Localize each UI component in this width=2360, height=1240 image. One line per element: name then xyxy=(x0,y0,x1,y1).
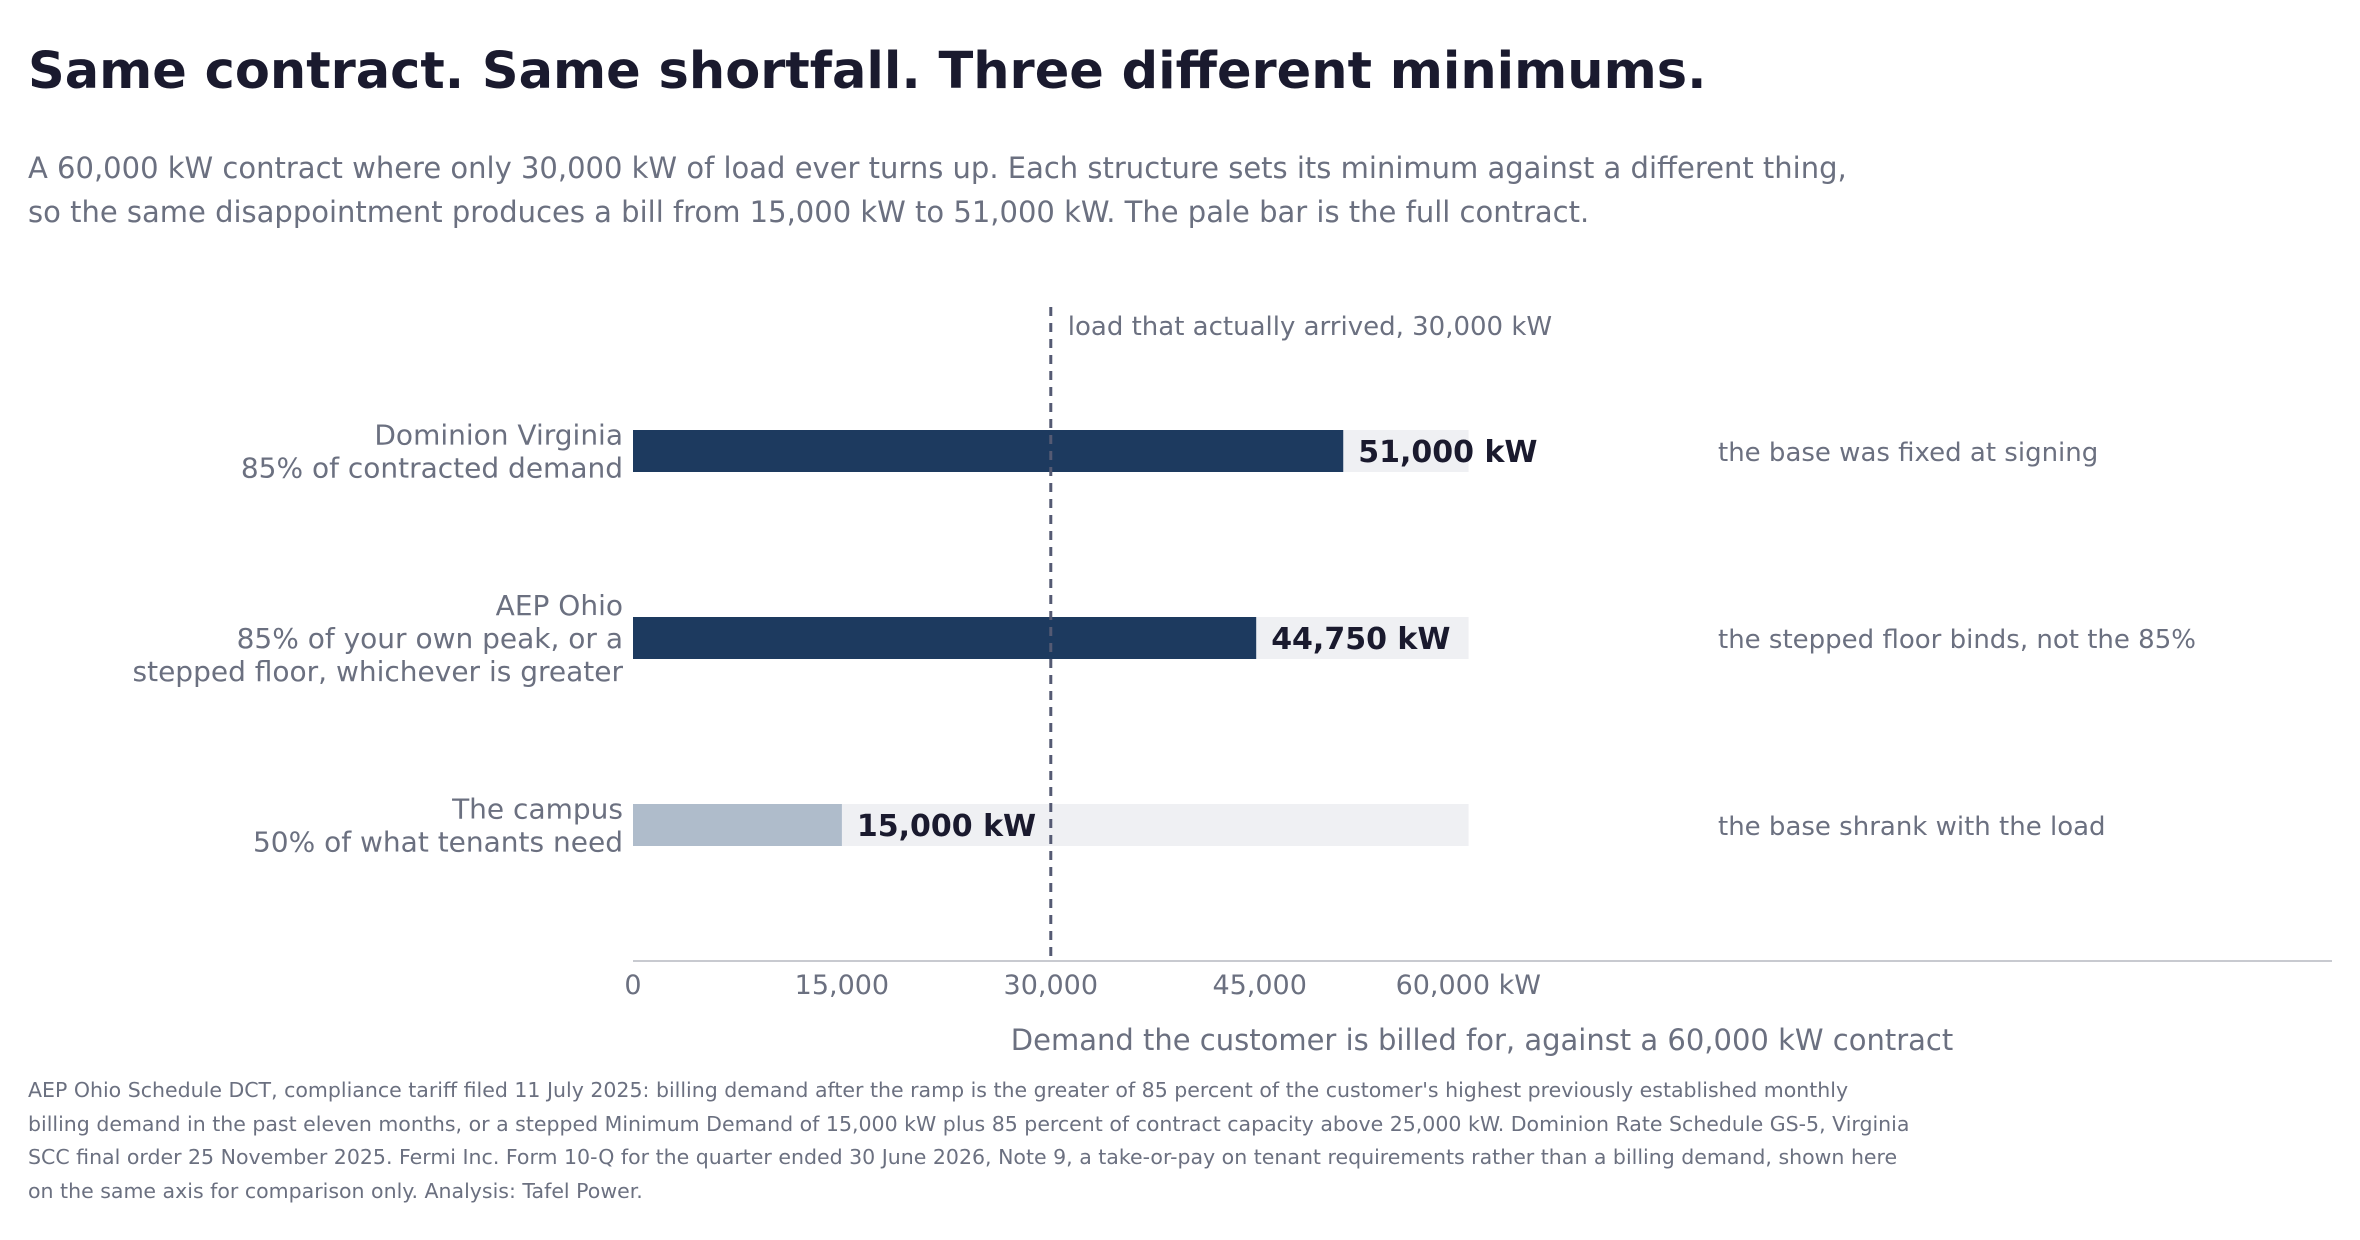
x-tick-label: 15,000 xyxy=(795,970,889,1001)
category-label: 85% of contracted demand xyxy=(241,452,623,485)
subtitle-line: A 60,000 kW contract where only 30,000 k… xyxy=(28,151,1847,185)
x-tick-label: 45,000 xyxy=(1212,970,1306,1001)
value-label: 51,000 kW xyxy=(1358,435,1537,470)
x-tick-label: 30,000 xyxy=(1004,970,1098,1001)
category-label: 50% of what tenants need xyxy=(253,826,623,859)
value-label: 44,750 kW xyxy=(1271,622,1450,657)
subtitle-line: so the same disappointment produces a bi… xyxy=(28,195,1590,229)
footnote-line: on the same axis for comparison only. An… xyxy=(28,1178,643,1203)
source-footnote: AEP Ohio Schedule DCT, compliance tariff… xyxy=(28,1074,2018,1208)
category-label: Dominion Virginia xyxy=(374,419,623,452)
category-label: stepped floor, whichever is greater xyxy=(133,655,624,688)
chart-subtitle: A 60,000 kW contract where only 30,000 k… xyxy=(28,146,1978,234)
row-note: the base shrank with the load xyxy=(1718,812,2106,842)
reference-line-label: load that actually arrived, 30,000 kW xyxy=(1068,312,1552,342)
x-axis-title: Demand the customer is billed for, again… xyxy=(1011,1023,1953,1057)
row-note: the stepped floor binds, not the 85% xyxy=(1718,625,2196,655)
value-bar xyxy=(633,617,1257,659)
x-tick-label: 60,000 kW xyxy=(1396,970,1541,1001)
value-bar xyxy=(633,430,1344,472)
chart-title: Same contract. Same shortfall. Three dif… xyxy=(28,42,1707,101)
row-note: the base was fixed at signing xyxy=(1718,438,2098,468)
value-label: 15,000 kW xyxy=(857,809,1036,844)
value-bar xyxy=(633,804,842,846)
footnote-line: billing demand in the past eleven months… xyxy=(28,1111,1910,1136)
footnote-line: SCC final order 25 November 2025. Fermi … xyxy=(28,1145,1898,1169)
category-label: 85% of your own peak, or a xyxy=(237,622,623,655)
category-label: AEP Ohio xyxy=(496,589,623,622)
category-label: The campus xyxy=(451,793,623,826)
x-tick-label: 0 xyxy=(624,970,641,1001)
footnote-line: AEP Ohio Schedule DCT, compliance tariff… xyxy=(28,1078,1849,1102)
